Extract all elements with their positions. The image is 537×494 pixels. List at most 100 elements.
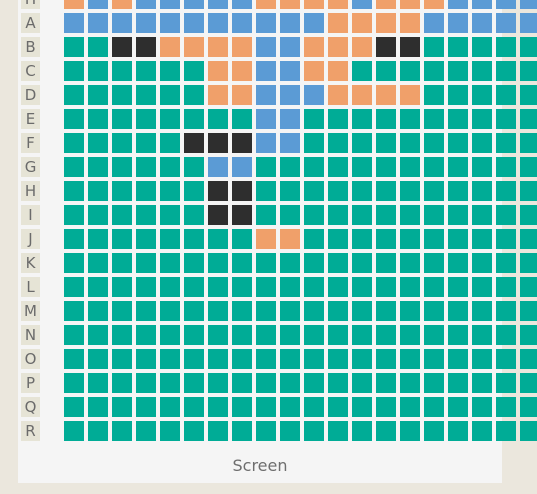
seat-reserved[interactable] [352,13,372,33]
seat-available[interactable] [472,277,492,297]
seat-available[interactable] [448,61,468,81]
seat-available[interactable] [136,229,156,249]
seat-available[interactable] [136,109,156,129]
seat-available[interactable] [280,397,300,417]
seat-available[interactable] [208,421,228,441]
seat-available[interactable] [88,85,108,105]
seat-available[interactable] [112,157,132,177]
seat-available[interactable] [208,349,228,369]
seat-available[interactable] [448,325,468,345]
seat-available[interactable] [112,349,132,369]
seat-available[interactable] [400,205,420,225]
seat-available[interactable] [88,397,108,417]
seat-available[interactable] [472,301,492,321]
seat-available[interactable] [400,349,420,369]
seat-available[interactable] [112,229,132,249]
seat-available[interactable] [400,253,420,273]
seat-available[interactable] [400,373,420,393]
seat-available[interactable] [352,277,372,297]
seat-available[interactable] [328,421,348,441]
seat-available[interactable] [184,85,204,105]
seat-available[interactable] [328,277,348,297]
seat-available[interactable] [424,157,444,177]
seat-available[interactable] [64,229,84,249]
seat-available[interactable] [352,229,372,249]
seat-available[interactable] [400,109,420,129]
seat-selected[interactable] [256,37,276,57]
seat-available[interactable] [112,109,132,129]
seat-available[interactable] [160,85,180,105]
seat-available[interactable] [112,253,132,273]
seat-available[interactable] [304,133,324,153]
seat-available[interactable] [184,277,204,297]
seat-available[interactable] [448,37,468,57]
seat-available[interactable] [376,157,396,177]
seat-available[interactable] [256,325,276,345]
seat-available[interactable] [424,325,444,345]
seat-available[interactable] [352,421,372,441]
seat-reserved[interactable] [208,37,228,57]
seat-reserved[interactable] [352,37,372,57]
seat-available[interactable] [352,373,372,393]
seat-available[interactable] [424,205,444,225]
seat-available[interactable] [256,157,276,177]
seat-available[interactable] [136,397,156,417]
seat-available[interactable] [184,229,204,249]
seat-available[interactable] [304,325,324,345]
seat-available[interactable] [424,85,444,105]
seat-available[interactable] [520,37,537,57]
seat-available[interactable] [256,301,276,321]
seat-available[interactable] [424,277,444,297]
seat-available[interactable] [88,373,108,393]
seat-available[interactable] [352,397,372,417]
seat-available[interactable] [520,301,537,321]
seat-available[interactable] [232,373,252,393]
seat-available[interactable] [448,301,468,321]
seat-available[interactable] [232,277,252,297]
seat-available[interactable] [520,325,537,345]
seat-available[interactable] [448,421,468,441]
seat-available[interactable] [448,133,468,153]
seat-available[interactable] [280,205,300,225]
seat-available[interactable] [256,421,276,441]
seat-available[interactable] [496,133,516,153]
seat-reserved[interactable] [304,37,324,57]
seat-available[interactable] [472,109,492,129]
seat-available[interactable] [424,373,444,393]
seat-available[interactable] [64,325,84,345]
seat-available[interactable] [496,85,516,105]
seat-available[interactable] [184,181,204,201]
seat-available[interactable] [184,205,204,225]
seat-selected[interactable] [232,13,252,33]
seat-available[interactable] [352,133,372,153]
seat-available[interactable] [112,373,132,393]
seat-reserved[interactable] [184,37,204,57]
seat-available[interactable] [520,205,537,225]
seat-available[interactable] [88,349,108,369]
seat-available[interactable] [208,277,228,297]
seat-reserved[interactable] [112,0,132,9]
seat-available[interactable] [304,277,324,297]
seat-selected[interactable] [280,61,300,81]
seat-available[interactable] [232,229,252,249]
seat-available[interactable] [496,205,516,225]
seat-available[interactable] [136,133,156,153]
seat-available[interactable] [376,373,396,393]
seat-reserved[interactable] [232,61,252,81]
seat-available[interactable] [136,349,156,369]
seat-available[interactable] [520,349,537,369]
seat-reserved[interactable] [232,37,252,57]
seat-available[interactable] [208,373,228,393]
seat-reserved[interactable] [328,0,348,9]
seat-available[interactable] [184,325,204,345]
seat-available[interactable] [184,301,204,321]
seat-selected[interactable] [160,0,180,9]
seat-available[interactable] [112,301,132,321]
seat-available[interactable] [352,181,372,201]
seat-available[interactable] [304,181,324,201]
seat-available[interactable] [136,85,156,105]
seat-available[interactable] [88,181,108,201]
seat-available[interactable] [520,61,537,81]
seat-available[interactable] [328,301,348,321]
seat-available[interactable] [160,397,180,417]
